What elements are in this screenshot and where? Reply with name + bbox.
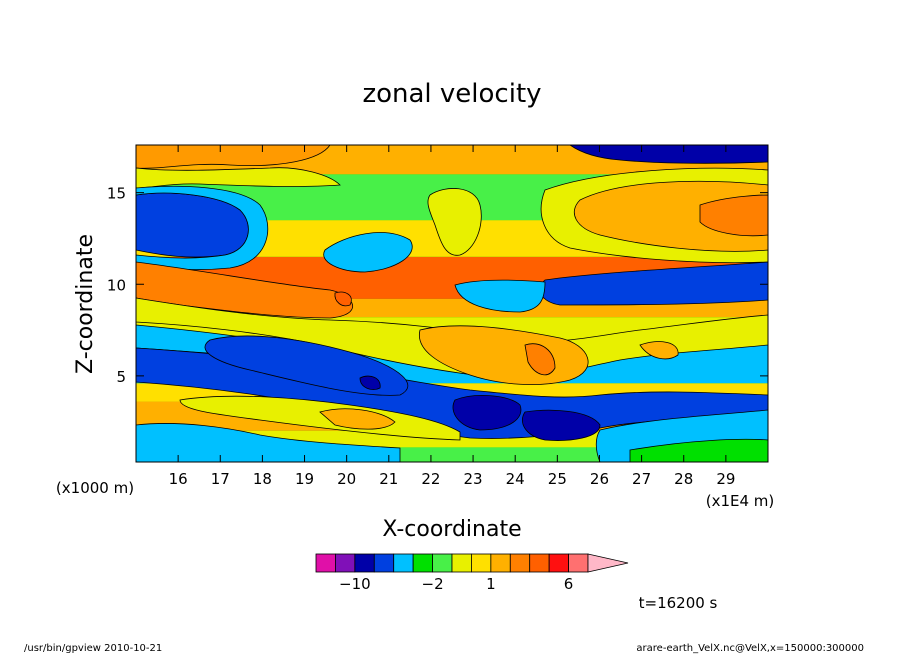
feature-lower-yellow: [179, 395, 461, 441]
feature-bottom-right-green: [629, 438, 768, 462]
feature-upper-right-orange: [574, 180, 768, 252]
colorbar: −10 −2 1 6: [315, 553, 629, 593]
x-tick-label: 17: [211, 470, 230, 488]
colorbar-extend-arrow: [587, 553, 629, 573]
feature-center-left-cyan: [323, 232, 413, 273]
x-tick-label: 21: [379, 470, 398, 488]
feature-top-right-blue: [569, 145, 768, 164]
colorbar-tick-label: −2: [422, 575, 444, 593]
feature-small-deep-orange-2: [524, 343, 556, 376]
colorbar-swatch: [432, 553, 453, 573]
feature-upper-right-deep-orange: [699, 194, 768, 237]
colorbar-swatch: [471, 553, 492, 573]
time-annotation: t=16200 s: [639, 594, 718, 612]
feature-right-mid-blue: [539, 261, 768, 306]
feature-top-left-yellow: [136, 167, 341, 189]
y-tick-label: 10: [107, 276, 126, 294]
y-unit-label: (x1000 m): [56, 479, 134, 497]
contour-features: [136, 145, 768, 462]
colorbar-swatch: [354, 553, 375, 573]
colorbar-swatch: [529, 553, 550, 573]
colorbar-swatch: [490, 553, 511, 573]
feature-dark-blue-core-1: [452, 395, 522, 431]
colorbar-swatch: [568, 553, 589, 573]
x-tick-label: 25: [548, 470, 567, 488]
x-unit-label: (x1E4 m): [706, 492, 775, 510]
feature-lower-orange-patch: [319, 408, 396, 430]
colorbar-tick-label: −10: [339, 575, 371, 593]
x-tick-label: 16: [169, 470, 188, 488]
x-tick-label: 20: [337, 470, 356, 488]
x-tick-label: 28: [674, 470, 693, 488]
x-tick-label: 27: [632, 470, 651, 488]
feature-top-left-orange: [136, 145, 331, 169]
feature-dark-blue-speck: [359, 375, 381, 390]
colorbar-tick-label: 1: [486, 575, 496, 593]
chart-title: zonal velocity: [362, 79, 541, 109]
y-axis-label: Z-coordinate: [73, 234, 98, 374]
colorbar-swatch: [451, 553, 472, 573]
plot-frame: [135, 144, 769, 463]
colorbar-swatch: [373, 553, 395, 573]
colorbar-swatch: [315, 553, 336, 573]
contour-field: [136, 145, 768, 462]
colorbar-swatch: [548, 553, 569, 573]
colorbar-swatch: [393, 553, 414, 573]
y-tick-label: 5: [116, 368, 126, 386]
x-tick-label: 26: [590, 470, 609, 488]
footer-left: /usr/bin/gpview 2010-10-21: [24, 643, 162, 654]
colorbar-tick-label: 6: [564, 575, 574, 593]
colorbar-swatch: [509, 553, 531, 573]
feature-blue-core-left: [204, 335, 409, 396]
x-tick-label: 19: [295, 470, 314, 488]
x-tick-label: 22: [421, 470, 440, 488]
feature-small-orange-right: [639, 341, 679, 360]
feature-center-top-yellow: [427, 188, 482, 256]
colorbar-swatch: [412, 553, 433, 573]
footer-right: arare-earth_VelX.nc@VelX,x=150000:300000: [636, 643, 864, 654]
y-axis: 5 10 15: [107, 185, 768, 386]
feature-dark-blue-core-2: [521, 409, 601, 441]
x-tick-label: 23: [464, 470, 483, 488]
feature-lower-left-cyan: [136, 423, 401, 462]
x-axis-label: X-coordinate: [382, 517, 521, 542]
y-tick-label: 15: [107, 185, 126, 203]
x-tick-label: 18: [253, 470, 272, 488]
feature-center-cyan-strip: [454, 279, 546, 313]
colorbar-swatch: [335, 553, 356, 573]
feature-small-deep-orange: [334, 291, 352, 307]
x-axis: 16 17 18 19 20 21 22 23 24 25 26 27 28 29: [169, 145, 735, 488]
x-tick-label: 24: [506, 470, 525, 488]
x-tick-label: 29: [716, 470, 735, 488]
